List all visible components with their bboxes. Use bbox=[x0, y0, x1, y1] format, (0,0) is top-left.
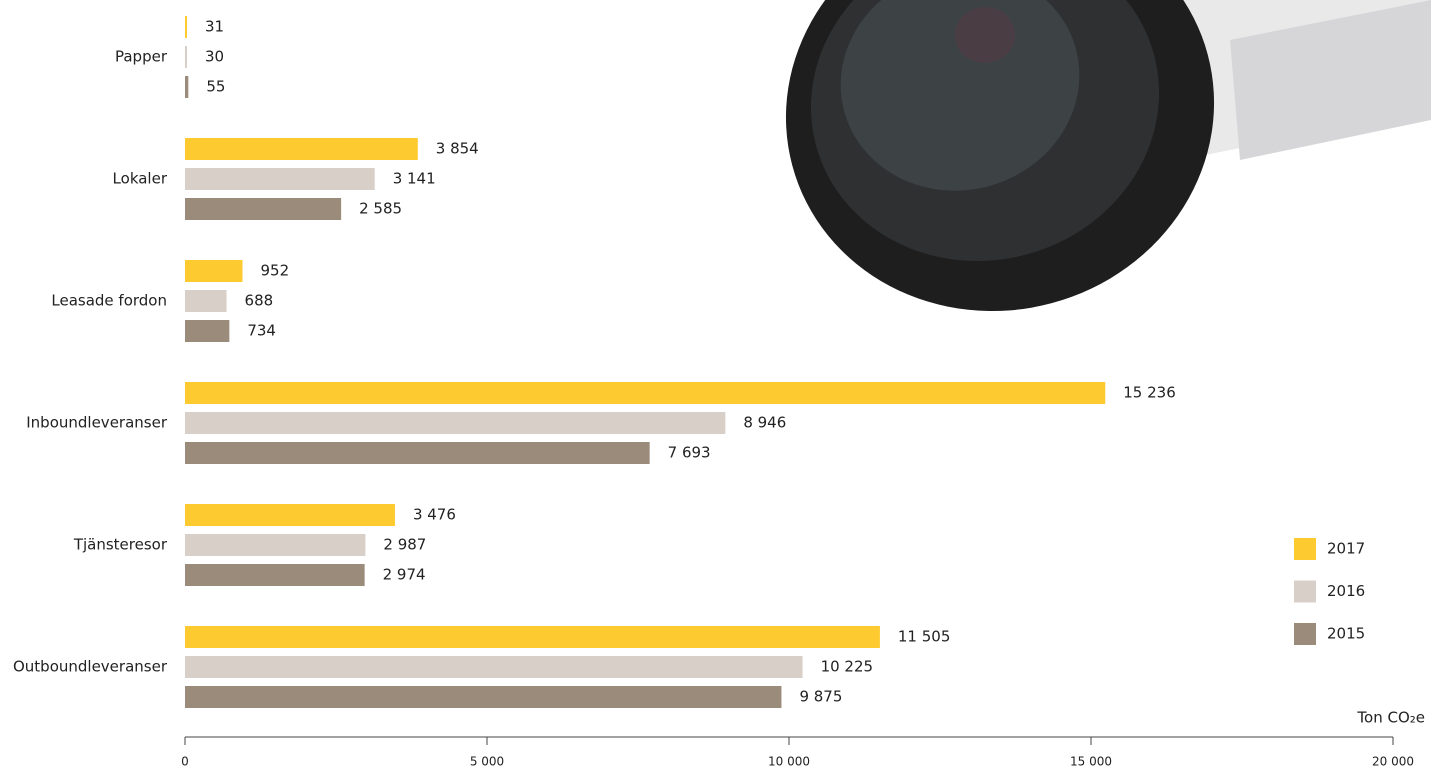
category-label: Tjänsteresor bbox=[73, 536, 168, 554]
value-label: 952 bbox=[261, 262, 290, 280]
bar bbox=[185, 260, 243, 282]
x-tick-label: 10 000 bbox=[768, 755, 810, 769]
value-label: 3 476 bbox=[413, 506, 456, 524]
category-label: Inboundleveranser bbox=[26, 414, 168, 432]
legend-label: 2016 bbox=[1327, 582, 1365, 600]
camera-image bbox=[760, 0, 1431, 312]
value-label: 15 236 bbox=[1123, 384, 1176, 402]
value-label: 10 225 bbox=[821, 658, 874, 676]
value-label: 30 bbox=[205, 48, 224, 66]
bar bbox=[185, 168, 375, 190]
value-label: 11 505 bbox=[898, 628, 951, 646]
bar bbox=[185, 656, 803, 678]
legend-label: 2015 bbox=[1327, 625, 1365, 643]
legend-label: 2017 bbox=[1327, 540, 1365, 558]
bar bbox=[185, 198, 342, 220]
value-label: 2 987 bbox=[383, 536, 426, 554]
value-label: 55 bbox=[206, 78, 225, 96]
bar bbox=[185, 442, 650, 464]
legend-swatch bbox=[1294, 580, 1316, 603]
bar bbox=[185, 564, 365, 586]
legend-swatch bbox=[1294, 623, 1316, 645]
bar bbox=[185, 412, 726, 434]
bar bbox=[185, 382, 1106, 404]
value-label: 31 bbox=[205, 18, 224, 36]
bar bbox=[185, 290, 227, 312]
category-label: Leasade fordon bbox=[51, 292, 167, 310]
x-tick-label: 0 bbox=[181, 755, 189, 769]
bar bbox=[185, 16, 187, 38]
category-label: Papper bbox=[115, 48, 168, 66]
value-label: 2 585 bbox=[359, 200, 402, 218]
bar bbox=[185, 320, 230, 342]
value-label: 734 bbox=[247, 322, 276, 340]
bar bbox=[185, 686, 782, 708]
legend-swatch bbox=[1294, 538, 1316, 560]
bar bbox=[185, 46, 187, 68]
bar bbox=[185, 76, 189, 98]
value-label: 3 141 bbox=[393, 170, 436, 188]
x-tick-label: 15 000 bbox=[1070, 755, 1112, 769]
bar bbox=[185, 626, 880, 648]
bar bbox=[185, 504, 395, 526]
bar bbox=[185, 138, 418, 160]
value-label: 688 bbox=[245, 292, 274, 310]
category-label: Outboundleveranser bbox=[13, 658, 168, 676]
value-label: 7 693 bbox=[668, 444, 711, 462]
x-tick-label: 5 000 bbox=[470, 755, 504, 769]
category-label: Lokaler bbox=[113, 170, 168, 188]
value-label: 8 946 bbox=[743, 414, 786, 432]
x-tick-label: 20 000 bbox=[1372, 755, 1414, 769]
value-label: 9 875 bbox=[799, 688, 842, 706]
value-label: 2 974 bbox=[383, 566, 426, 584]
value-label: 3 854 bbox=[436, 140, 479, 158]
bar bbox=[185, 534, 366, 556]
x-axis-label: Ton CO₂e bbox=[1356, 709, 1425, 727]
